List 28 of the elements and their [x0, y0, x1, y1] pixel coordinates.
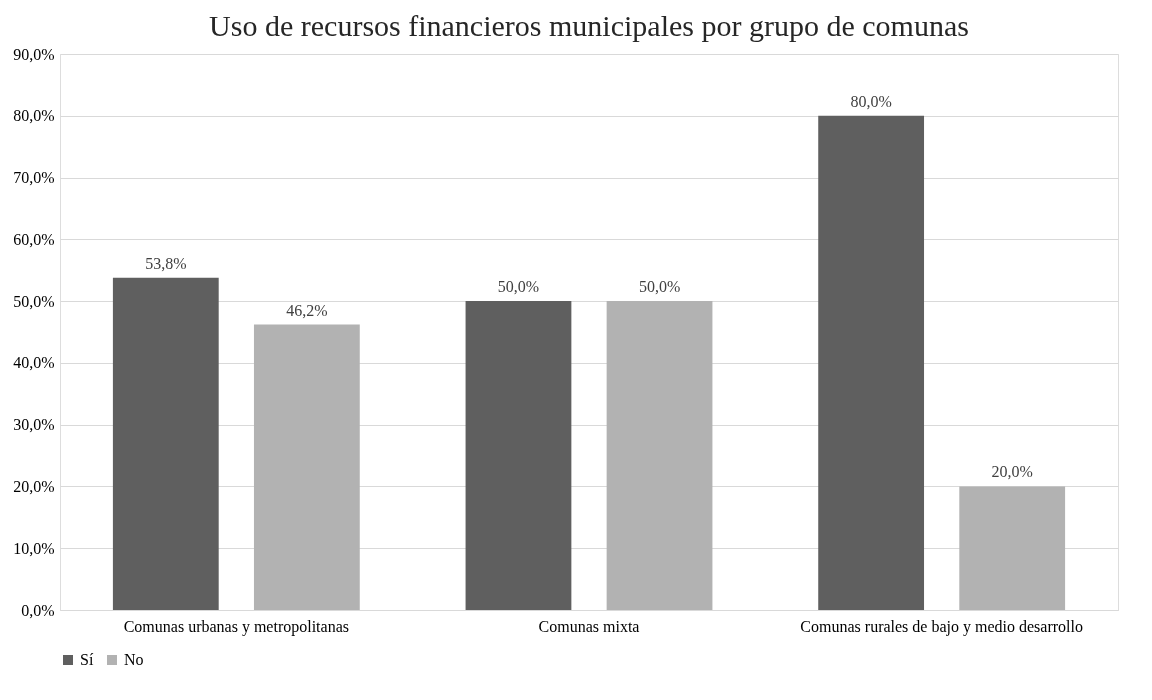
data-label: 20,0% [991, 463, 1033, 481]
data-label: 53,8% [145, 254, 187, 272]
bar [465, 301, 572, 610]
bar [112, 277, 219, 610]
legend-label: Sí [80, 651, 94, 668]
y-tick-label: 30,0% [13, 416, 55, 434]
legend-label: No [124, 651, 144, 668]
chart-title: Uso de recursos financieros municipales por grupo de comunas [209, 9, 969, 42]
y-tick-label: 80,0% [13, 107, 55, 125]
bar [959, 486, 1066, 610]
y-tick-label: 60,0% [13, 230, 55, 248]
x-tick-label: Comunas mixta [538, 617, 640, 635]
data-label: 46,2% [286, 301, 328, 319]
y-tick-label: 10,0% [13, 539, 55, 557]
data-label: 80,0% [850, 92, 892, 110]
bar [253, 324, 360, 610]
data-label: 50,0% [638, 278, 681, 296]
y-tick-label: 70,0% [13, 169, 55, 187]
x-tick-label: Comunas rurales de bajo y medio desarrollo [800, 617, 1083, 636]
y-tick-label: 40,0% [13, 354, 55, 372]
x-tick-label: Comunas urbanas y metropolitanas [123, 617, 349, 636]
bar [818, 115, 925, 610]
data-label: 50,0% [497, 278, 540, 296]
bar [606, 301, 713, 610]
y-tick-label: 50,0% [13, 292, 55, 310]
y-tick-label: 0,0% [21, 601, 55, 619]
y-tick-label: 90,0% [13, 45, 55, 63]
y-tick-label: 20,0% [13, 477, 55, 495]
